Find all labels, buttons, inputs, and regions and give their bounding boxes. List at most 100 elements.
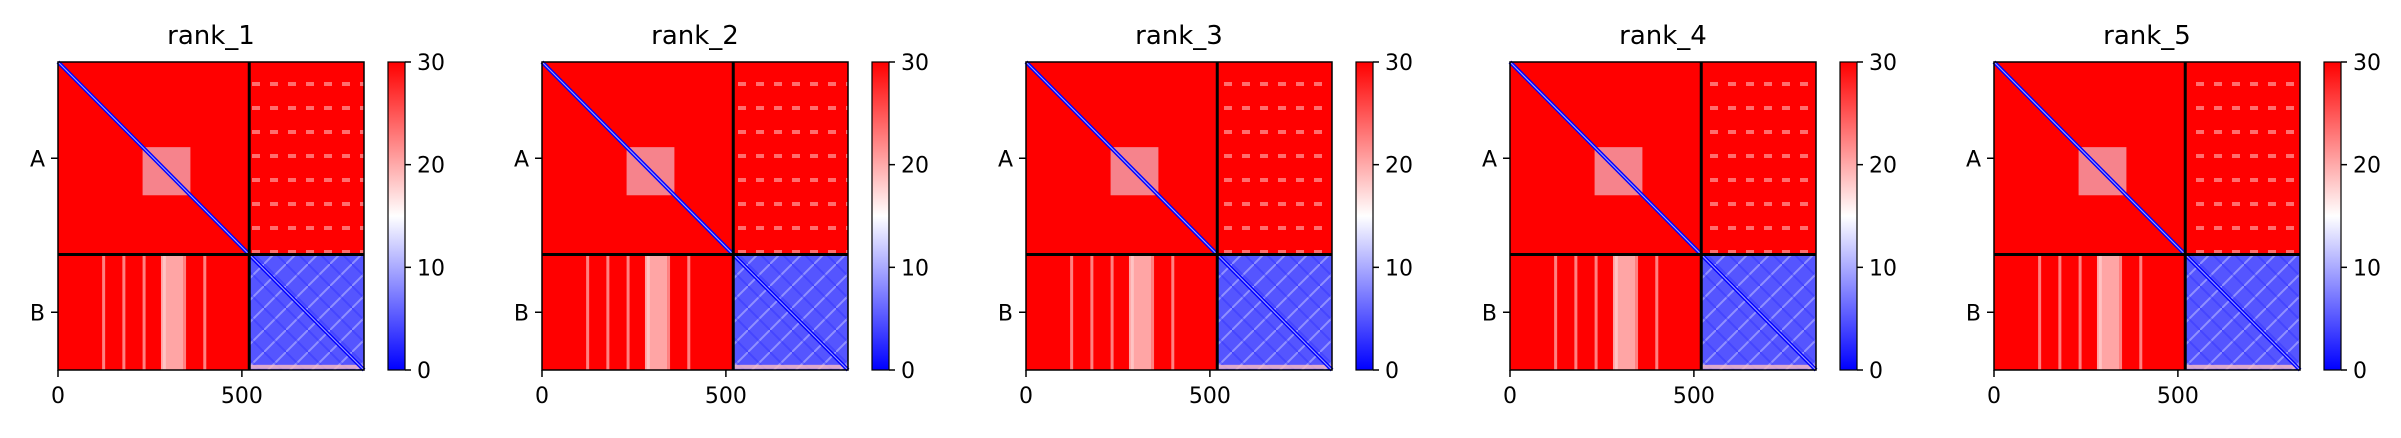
chain-label: A xyxy=(998,147,1013,172)
heatmap-frame xyxy=(57,61,365,371)
colorbar-tick-label: 10 xyxy=(1385,256,1413,281)
block-ba-band xyxy=(1612,254,1636,370)
block-ba-stripe xyxy=(586,254,590,370)
x-tick-label: 500 xyxy=(1673,384,1715,409)
block-ab xyxy=(249,62,364,255)
block-ba-stripe xyxy=(667,254,671,370)
block-ba-band xyxy=(644,254,668,370)
block-ba-stripe xyxy=(1130,254,1134,370)
colorbar-tick-label: 30 xyxy=(1385,51,1413,76)
heatmap-frame xyxy=(1025,61,1333,371)
heatmap-diagonal-highlight xyxy=(57,61,365,371)
block-ba-stripe xyxy=(646,254,650,370)
colorbar-tick-label: 0 xyxy=(901,359,915,384)
block-ba-stripe xyxy=(1110,254,1114,370)
heatmap-frame xyxy=(541,61,849,371)
block-ba-stripe xyxy=(102,254,106,370)
block-ba-stripe xyxy=(2078,254,2082,370)
heatmap-frame xyxy=(1509,61,1817,371)
block-ba-stripe xyxy=(142,254,146,370)
chain-label: A xyxy=(1966,147,1981,172)
colorbar-tick-label: 30 xyxy=(417,51,445,76)
block-bb-edge xyxy=(1217,364,1332,369)
colorbar-tick-label: 30 xyxy=(901,51,929,76)
colorbar-tick-label: 10 xyxy=(901,256,929,281)
block-ba-stripe xyxy=(1554,254,1558,370)
block-ba-stripe xyxy=(1614,254,1618,370)
panel-title: rank_1 xyxy=(167,21,255,51)
block-bb-edge xyxy=(733,364,848,369)
panel-title: rank_2 xyxy=(651,21,739,51)
colorbar-tick-label: 20 xyxy=(1385,154,1413,179)
pae-panel-3: rank_3 0 500 A B 0 10 20 30 xyxy=(998,21,1413,409)
chain-label: B xyxy=(514,301,529,326)
x-tick-label: 500 xyxy=(1189,384,1231,409)
chain-label: B xyxy=(1966,301,1981,326)
block-ba-stripe xyxy=(162,254,166,370)
colorbar-tick-label: 30 xyxy=(2353,51,2381,76)
colorbar xyxy=(1355,61,1374,371)
block-ba-band xyxy=(1128,254,1152,370)
chain-label: A xyxy=(30,147,45,172)
x-tick-label: 0 xyxy=(1503,384,1517,409)
pae-panel-4: rank_4 0 500 A B 0 10 20 30 xyxy=(1482,21,1897,409)
block-bb-edge xyxy=(1701,364,1816,369)
block-ab xyxy=(1217,62,1332,255)
block-ba-stripe xyxy=(1070,254,1074,370)
heatmap-diagonal-highlight xyxy=(1509,61,1817,371)
colorbar-tick-label: 20 xyxy=(417,154,445,179)
block-ba-stripe xyxy=(1090,254,1094,370)
block-ba-stripe xyxy=(203,254,207,370)
block-bb-edge xyxy=(249,364,364,369)
block-ab xyxy=(733,62,848,255)
block-ba-stripe xyxy=(2098,254,2102,370)
chain-label: A xyxy=(1482,147,1497,172)
block-ba-stripe xyxy=(122,254,126,370)
colorbar-tick-label: 20 xyxy=(1869,154,1897,179)
block-ba-stripe xyxy=(1151,254,1155,370)
x-tick-label: 0 xyxy=(51,384,65,409)
heatmap-diagonal-highlight xyxy=(541,61,849,371)
block-ab xyxy=(2185,62,2300,255)
block-ab xyxy=(1701,62,1816,255)
panel-title: rank_5 xyxy=(2103,21,2191,51)
heatmap-diagonal-highlight xyxy=(1993,61,2301,371)
block-ba-stripe xyxy=(687,254,691,370)
colorbar-tick-label: 10 xyxy=(2353,256,2381,281)
x-tick-label: 0 xyxy=(1019,384,1033,409)
panel-title: rank_4 xyxy=(1619,21,1707,51)
colorbar-tick-label: 20 xyxy=(901,154,929,179)
colorbar xyxy=(871,61,890,371)
colorbar xyxy=(387,61,406,371)
colorbar-tick-label: 30 xyxy=(1869,51,1897,76)
pae-panel-5: rank_5 0 500 A B 0 10 20 30 xyxy=(1966,21,2381,409)
block-ba-stripe xyxy=(1635,254,1639,370)
chain-label: A xyxy=(514,147,529,172)
block-ba-stripe xyxy=(1594,254,1598,370)
block-ba-band xyxy=(160,254,184,370)
heatmap-frame xyxy=(1993,61,2301,371)
colorbar xyxy=(1839,61,1858,371)
pae-panel-2: rank_2 0 500 A B 0 10 20 30 xyxy=(514,21,929,409)
panel-title: rank_3 xyxy=(1135,21,1223,51)
colorbar xyxy=(2323,61,2342,371)
x-tick-label: 500 xyxy=(2157,384,2199,409)
colorbar-tick-label: 20 xyxy=(2353,154,2381,179)
chain-label: B xyxy=(1482,301,1497,326)
block-ba-stripe xyxy=(2119,254,2123,370)
block-ba-stripe xyxy=(626,254,630,370)
x-tick-label: 500 xyxy=(221,384,263,409)
block-ba-band xyxy=(2096,254,2120,370)
x-tick-label: 0 xyxy=(535,384,549,409)
x-tick-label: 0 xyxy=(1987,384,2001,409)
heatmap-diagonal-highlight xyxy=(1025,61,1333,371)
colorbar-tick-label: 10 xyxy=(1869,256,1897,281)
pae-panel-1: rank_1 0 500 A B 0 10 20 30 xyxy=(30,21,445,409)
colorbar-tick-label: 0 xyxy=(2353,359,2367,384)
x-tick-label: 500 xyxy=(705,384,747,409)
chain-label: B xyxy=(30,301,45,326)
block-ba-stripe xyxy=(1655,254,1659,370)
colorbar-tick-label: 0 xyxy=(417,359,431,384)
chain-label: B xyxy=(998,301,1013,326)
